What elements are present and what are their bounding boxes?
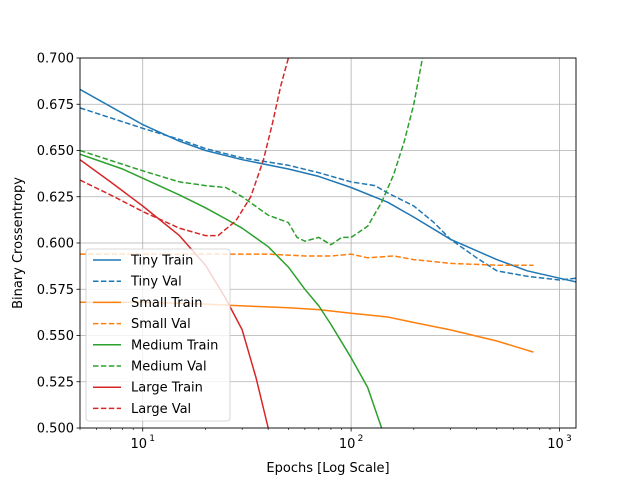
x-axis-label: Epochs [Log Scale] <box>266 461 389 476</box>
legend-entry-label: Tiny Train <box>130 254 193 269</box>
legend-entry-label: Large Train <box>131 381 203 396</box>
x-axis-ticks: 10 1 10 2 10 3 <box>79 428 572 452</box>
y-tick-label: 0.700 <box>37 52 74 67</box>
y-tick-label: 0.675 <box>37 98 74 113</box>
y-tick-label: 0.550 <box>37 329 74 344</box>
series-line-large-val <box>80 58 290 237</box>
legend: Tiny Train Tiny Val Small Train Small Val Me… <box>85 248 231 422</box>
series-line-medium-train <box>80 153 383 428</box>
legend-entry-label: Large Val <box>131 402 191 417</box>
x-tick-label-exponent: 3 <box>566 434 572 444</box>
x-tick-label-exponent: 1 <box>149 434 155 444</box>
y-axis-ticks: 0.500 0.525 0.550 0.575 0.600 0.625 0.650 0.675… <box>37 52 80 437</box>
legend-entry-label: Small Val <box>131 317 191 332</box>
x-tick-label: 10 <box>339 437 356 452</box>
legend-entry-label: Medium Val <box>131 360 207 375</box>
y-tick-label: 0.600 <box>37 237 74 252</box>
series-line-medium-val <box>80 58 424 246</box>
y-tick-label: 0.575 <box>37 283 74 298</box>
legend-entry-label: Tiny Val <box>130 275 182 290</box>
x-tick-label-exponent: 2 <box>358 434 364 444</box>
grid <box>80 57 576 429</box>
series-line-tiny-val <box>80 107 576 281</box>
x-tick-label: 10 <box>547 437 564 452</box>
legend-entry-label: Medium Train <box>131 338 218 353</box>
legend-entry-label: Small Train <box>131 296 202 311</box>
y-tick-label: 0.625 <box>37 190 74 205</box>
x-tick-label: 10 <box>130 437 147 452</box>
y-tick-label: 0.525 <box>37 375 74 390</box>
y-tick-label: 0.650 <box>37 144 74 159</box>
series-line-small-val <box>80 253 534 266</box>
series-line-tiny-train <box>80 88 576 283</box>
y-axis-label: Binary Crossentropy <box>11 177 26 309</box>
legend-box <box>85 248 231 422</box>
y-tick-label: 0.500 <box>37 422 74 437</box>
